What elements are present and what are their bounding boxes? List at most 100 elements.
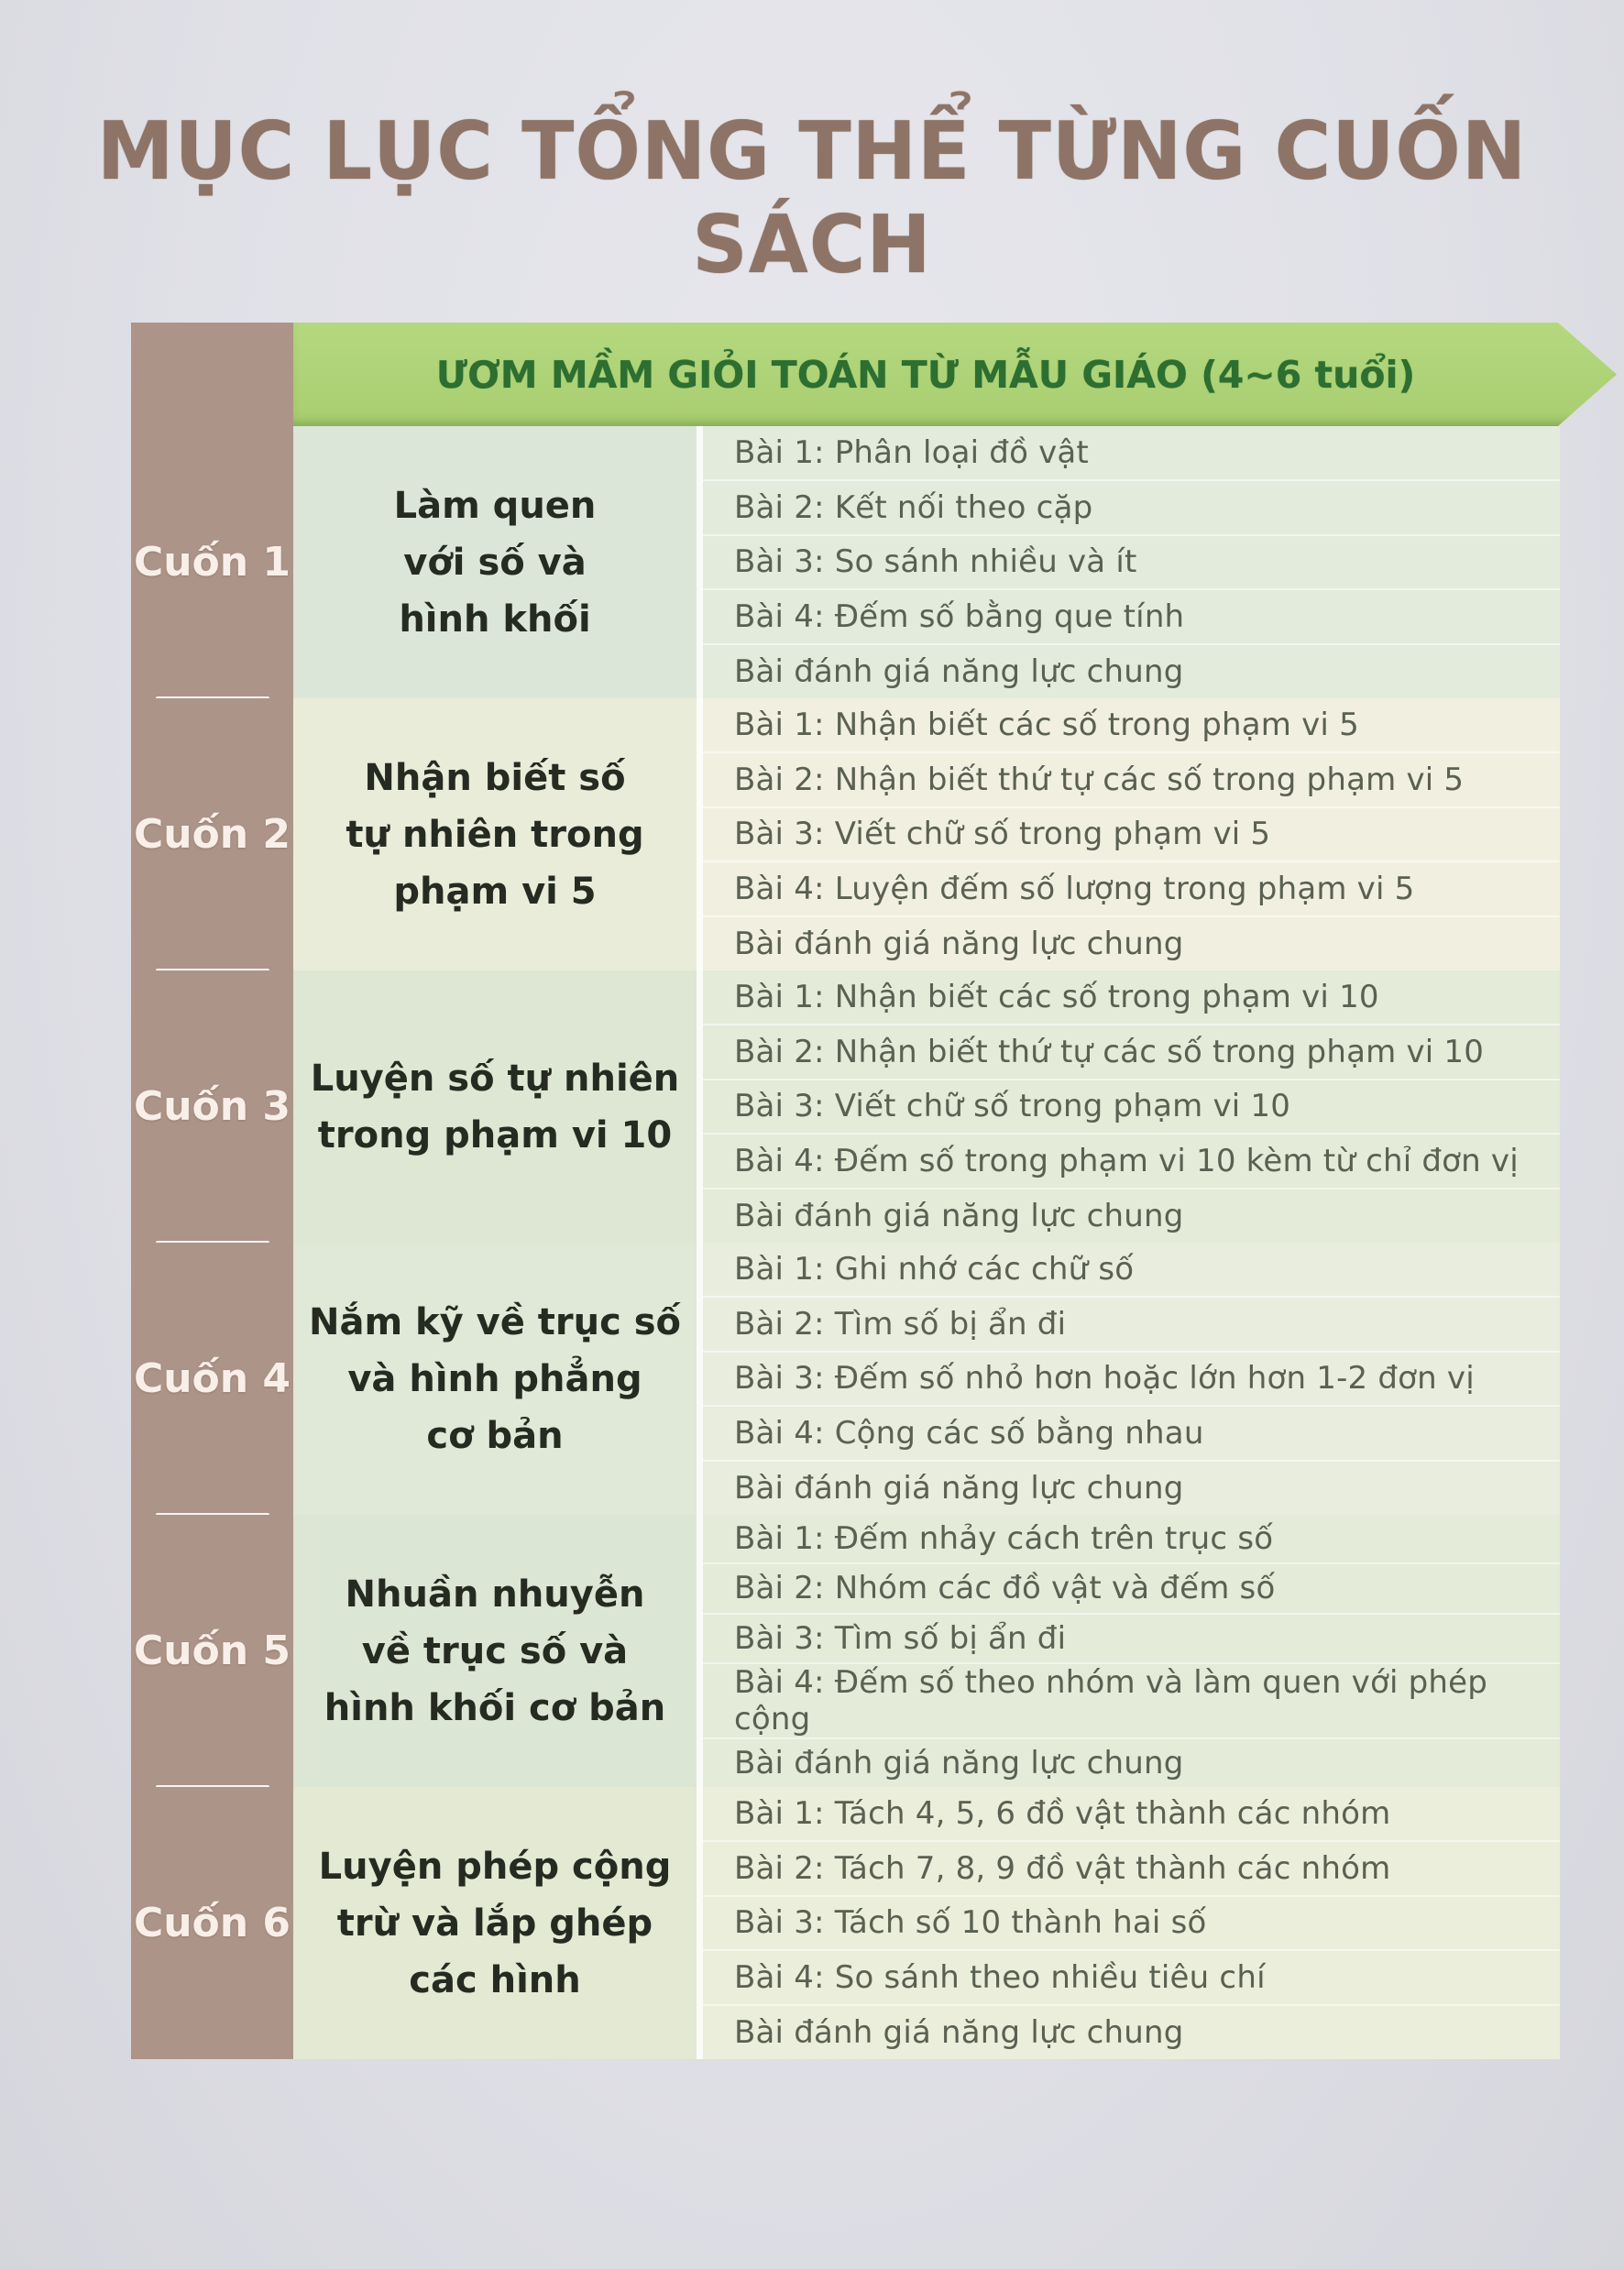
lesson-row: Bài 2: Tìm số bị ẩn đi (703, 1295, 1560, 1351)
book-cell: Cuốn 3 (131, 970, 293, 1244)
topic-cell: Làm quen với số và hình khối (293, 426, 697, 698)
lesson-row: Bài đánh giá năng lực chung (703, 2004, 1560, 2059)
lesson-label: Bài 3: Viết chữ số trong phạm vi 5 (734, 816, 1271, 853)
lesson-row: Bài đánh giá năng lực chung (703, 1188, 1560, 1243)
topic-cell: Nắm kỹ về trục số và hình phẳng cơ bản (293, 1243, 697, 1515)
book-cell: Cuốn 6 (131, 1787, 293, 2059)
section-cuon-2: Cuốn 2 Nhận biết số tự nhiên trong phạm … (131, 698, 1560, 972)
topic-cell: Nhuần nhuyễn về trục số và hình khối cơ … (293, 1515, 697, 1787)
lesson-row: Bài 4: Cộng các số bằng nhau (703, 1405, 1560, 1460)
lesson-row: Bài 2: Nhóm các đồ vật và đếm số (703, 1562, 1560, 1612)
lesson-row: Bài đánh giá năng lực chung (703, 1460, 1560, 1515)
topic-label: Nhận biết số tự nhiên trong phạm vi 5 (346, 756, 644, 913)
topic-label: Nhuần nhuyễn về trục số và hình khối cơ … (324, 1573, 666, 1729)
lesson-row: Bài 2: Nhận biết thứ tự các số trong phạ… (703, 751, 1560, 806)
lesson-label: Bài 2: Kết nối theo cặp (734, 488, 1093, 526)
topic-label: Nắm kỹ về trục số và hình phẳng cơ bản (308, 1300, 682, 1457)
lesson-row: Bài 1: Nhận biết các số trong phạm vi 5 (703, 698, 1560, 751)
lesson-label: Bài 1: Tách 4, 5, 6 đồ vật thành các nhó… (734, 1794, 1391, 1832)
book-label: Cuốn 3 (133, 1083, 291, 1130)
lessons-cell: Bài 1: Đếm nhảy cách trên trục số Bài 2:… (697, 1515, 1560, 1787)
lesson-label: Bài 1: Đếm nhảy cách trên trục số (734, 1520, 1274, 1558)
lessons-cell: Bài 1: Nhận biết các số trong phạm vi 10… (697, 970, 1560, 1243)
lesson-label: Bài 3: So sánh nhiều và ít (734, 543, 1137, 581)
lesson-label: Bài 4: So sánh theo nhiều tiêu chí (734, 1959, 1266, 1997)
lesson-label: Bài đánh giá năng lực chung (734, 1744, 1184, 1781)
lesson-row: Bài 4: Đếm số theo nhóm và làm quen với … (703, 1661, 1560, 1737)
topic-cell: Luyện số tự nhiên trong phạm vi 10 (293, 970, 697, 1243)
lesson-label: Bài 3: Tìm số bị ẩn đi (734, 1619, 1067, 1657)
lesson-row: Bài 1: Phân loại đồ vật (703, 426, 1560, 479)
lesson-row: Bài 3: So sánh nhiều và ít (703, 533, 1560, 589)
book-cell: Cuốn 5 (131, 1515, 293, 1789)
lesson-label: Bài 1: Ghi nhớ các chữ số (734, 1250, 1135, 1288)
page-title: MỤC LỤC TỔNG THỂ TỪNG CUỐN SÁCH (96, 104, 1528, 291)
lesson-label: Bài đánh giá năng lực chung (734, 1470, 1184, 1507)
topic-cell: Luyện phép cộng trừ và lắp ghép các hình (293, 1787, 697, 2059)
lessons-cell: Bài 1: Nhận biết các số trong phạm vi 5 … (697, 698, 1560, 970)
book-cell: Cuốn 1 (131, 426, 293, 700)
lesson-label: Bài 4: Đếm số trong phạm vi 10 kèm từ ch… (734, 1143, 1519, 1180)
lesson-label: Bài 1: Phân loại đồ vật (734, 433, 1089, 471)
book-label: Cuốn 1 (133, 539, 291, 586)
lesson-row: Bài 4: So sánh theo nhiều tiêu chí (703, 1949, 1560, 2004)
lesson-row: Bài 2: Kết nối theo cặp (703, 478, 1560, 534)
topic-cell: Nhận biết số tự nhiên trong phạm vi 5 (293, 698, 697, 970)
topic-label: Luyện phép cộng trừ và lắp ghép các hình (318, 1845, 672, 2001)
topic-label: Làm quen với số và hình khối (393, 484, 597, 641)
lesson-label: Bài 4: Đếm số theo nhóm và làm quen với … (734, 1663, 1488, 1737)
lesson-row: Bài 3: Viết chữ số trong phạm vi 5 (703, 806, 1560, 861)
lesson-row: Bài 4: Luyện đếm số lượng trong phạm vi … (703, 860, 1560, 915)
lesson-label: Bài 3: Tách số 10 thành hai số (734, 1904, 1207, 1942)
lesson-row: Bài 2: Nhận biết thứ tự các số trong phạ… (703, 1023, 1560, 1079)
lesson-row: Bài 3: Đếm số nhỏ hơn hoặc lớn hơn 1-2 đ… (703, 1350, 1560, 1406)
book-label: Cuốn 2 (133, 811, 291, 858)
book-cell: Cuốn 4 (131, 1243, 293, 1517)
lesson-label: Bài 2: Tìm số bị ẩn đi (734, 1305, 1067, 1343)
lesson-row: Bài đánh giá năng lực chung (703, 915, 1560, 970)
series-banner: ƯƠM MẦM GIỎI TOÁN TỪ MẪU GIÁO (4~6 tuổi) (293, 323, 1617, 426)
lesson-label: Bài đánh giá năng lực chung (734, 2014, 1184, 2052)
lesson-label: Bài 2: Nhận biết thứ tự các số trong phạ… (734, 761, 1465, 798)
lesson-label: Bài 4: Luyện đếm số lượng trong phạm vi … (734, 871, 1415, 908)
lesson-row: Bài 3: Tách số 10 thành hai số (703, 1894, 1560, 1950)
lesson-row: Bài 4: Đếm số trong phạm vi 10 kèm từ ch… (703, 1133, 1560, 1188)
lesson-label: Bài 3: Đếm số nhỏ hơn hoặc lớn hơn 1-2 đ… (734, 1360, 1475, 1398)
lesson-label: Bài 2: Tách 7, 8, 9 đồ vật thành các nhó… (734, 1849, 1391, 1887)
lesson-label: Bài đánh giá năng lực chung (734, 653, 1184, 691)
book-cell: Cuốn 2 (131, 698, 293, 972)
book-label: Cuốn 4 (133, 1355, 291, 1402)
book-column-header-spacer (131, 323, 293, 426)
lesson-label: Bài đánh giá năng lực chung (734, 926, 1184, 963)
series-banner-label: ƯƠM MẦM GIỎI TOÁN TỪ MẪU GIÁO (4~6 tuổi) (435, 352, 1416, 397)
lesson-row: Bài 1: Ghi nhớ các chữ số (703, 1243, 1560, 1296)
lesson-label: Bài 1: Nhận biết các số trong phạm vi 10 (734, 978, 1379, 1015)
lesson-row: Bài đánh giá năng lực chung (703, 643, 1560, 698)
lesson-row: Bài 3: Viết chữ số trong phạm vi 10 (703, 1078, 1560, 1134)
lesson-row: Bài 4: Đếm số bằng que tính (703, 588, 1560, 643)
section-cuon-5: Cuốn 5 Nhuần nhuyễn về trục số và hình k… (131, 1515, 1560, 1789)
lessons-cell: Bài 1: Tách 4, 5, 6 đồ vật thành các nhó… (697, 1787, 1560, 2059)
book-label: Cuốn 6 (133, 1900, 291, 1946)
lesson-label: Bài đánh giá năng lực chung (734, 1198, 1184, 1235)
lessons-cell: Bài 1: Ghi nhớ các chữ số Bài 2: Tìm số … (697, 1243, 1560, 1515)
lesson-row: Bài 2: Tách 7, 8, 9 đồ vật thành các nhó… (703, 1839, 1560, 1895)
lesson-row: Bài 1: Tách 4, 5, 6 đồ vật thành các nhó… (703, 1787, 1560, 1840)
book-label: Cuốn 5 (133, 1628, 291, 1674)
section-cuon-6: Cuốn 6 Luyện phép cộng trừ và lắp ghép c… (131, 1787, 1560, 2059)
lesson-label: Bài 3: Viết chữ số trong phạm vi 10 (734, 1088, 1291, 1125)
lessons-cell: Bài 1: Phân loại đồ vật Bài 2: Kết nối t… (697, 426, 1560, 698)
lesson-row: Bài 1: Đếm nhảy cách trên trục số (703, 1515, 1560, 1562)
lesson-label: Bài 2: Nhóm các đồ vật và đếm số (734, 1570, 1276, 1607)
lesson-label: Bài 2: Nhận biết thứ tự các số trong phạ… (734, 1033, 1485, 1070)
lesson-label: Bài 4: Đếm số bằng que tính (734, 598, 1185, 636)
toc-header-row: ƯƠM MẦM GIỎI TOÁN TỪ MẪU GIÁO (4~6 tuổi) (131, 323, 1560, 426)
toc-table: ƯƠM MẦM GIỎI TOÁN TỪ MẪU GIÁO (4~6 tuổi)… (131, 323, 1560, 2059)
lesson-row: Bài 1: Nhận biết các số trong phạm vi 10 (703, 970, 1560, 1024)
lesson-label: Bài 4: Cộng các số bằng nhau (734, 1415, 1204, 1452)
section-cuon-1: Cuốn 1 Làm quen với số và hình khối Bài … (131, 426, 1560, 700)
section-cuon-3: Cuốn 3 Luyện số tự nhiên trong phạm vi 1… (131, 970, 1560, 1244)
lesson-row: Bài 3: Tìm số bị ẩn đi (703, 1612, 1560, 1662)
lesson-label: Bài 1: Nhận biết các số trong phạm vi 5 (734, 706, 1359, 743)
